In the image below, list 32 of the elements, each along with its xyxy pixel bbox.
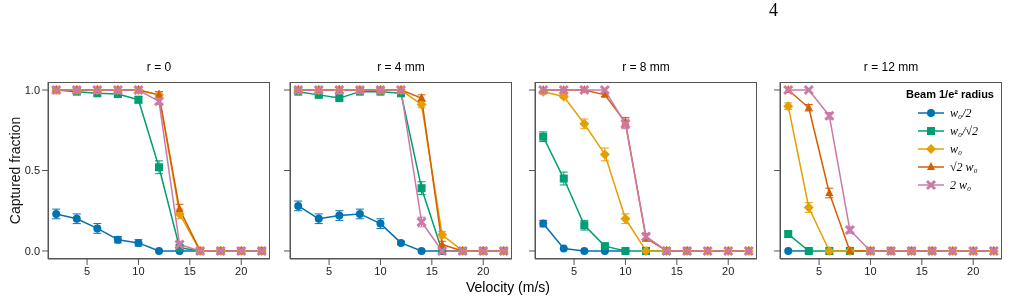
legend-label: √2 w₀ — [949, 159, 978, 175]
legend-title: Beam 1/e² radius — [905, 88, 994, 100]
x-tick-label: 20 — [235, 264, 248, 277]
chart-title: r = 8 mm — [621, 60, 671, 74]
x-tick-label: 5 — [570, 264, 578, 277]
y-axis-title: Captured fraction — [7, 116, 23, 225]
x-tick-label: 10 — [132, 264, 145, 277]
x-tick-label: 20 — [967, 264, 980, 277]
x-tick-label: 10 — [619, 264, 632, 277]
x-tick-label: 5 — [325, 264, 333, 277]
legend-label: w₀/2 — [949, 105, 972, 121]
chart-title: r = 12 mm — [862, 60, 920, 74]
legend-label: w₀/√2 — [949, 123, 979, 139]
chart-title: r = 4 mm — [376, 60, 426, 74]
text: 4 — [769, 0, 778, 21]
y-tick-label: 0.5 — [24, 164, 40, 177]
x-tick-label: 15 — [183, 264, 196, 277]
x-tick-label: 20 — [722, 264, 735, 277]
x-tick-label: 15 — [425, 264, 438, 277]
x-axis-title: Velocity (m/s) — [465, 279, 551, 295]
x-tick-label: 10 — [374, 264, 387, 277]
y-tick-label: 1.0 — [24, 83, 40, 96]
x-tick-label: 10 — [864, 264, 877, 277]
x-tick-label: 5 — [83, 264, 91, 277]
legend-label: w₀ — [949, 141, 963, 157]
chart-title: r = 0 — [145, 60, 173, 74]
x-tick-label: 20 — [477, 264, 490, 277]
y-tick-label: 0.0 — [24, 244, 40, 257]
x-tick-label: 15 — [915, 264, 928, 277]
x-tick-label: 15 — [670, 264, 683, 277]
legend-label: 2 w₀ — [949, 177, 972, 193]
x-tick-label: 5 — [815, 264, 823, 277]
